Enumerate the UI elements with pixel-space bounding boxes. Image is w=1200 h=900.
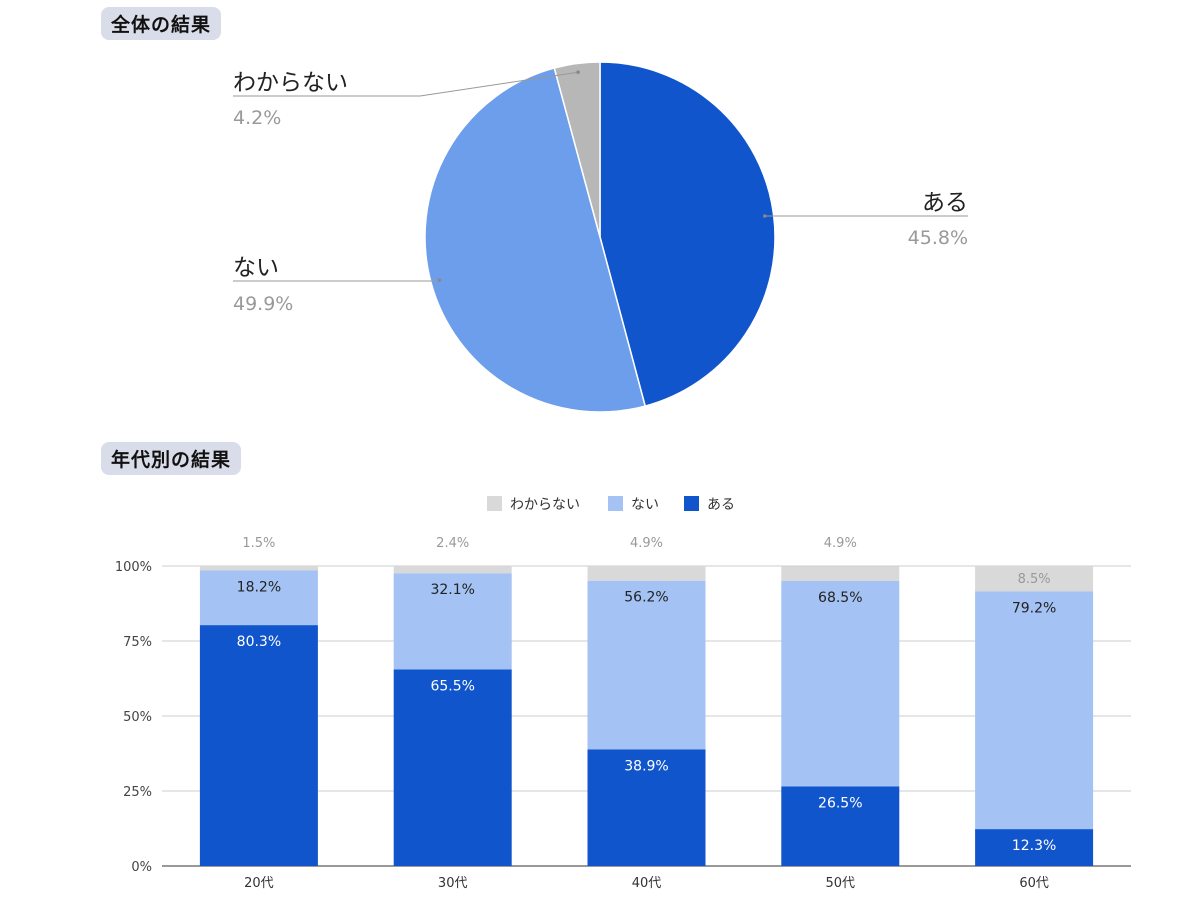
- y-tick-label: 50%: [123, 710, 152, 725]
- bar-segment-unknown: [393, 566, 512, 574]
- section-label-total: 全体の結果: [101, 7, 222, 40]
- section-label-by-age: 年代別の結果: [101, 442, 242, 475]
- bar-value-label-yes: 65.5%: [430, 679, 474, 695]
- bar-segment-yes: [393, 669, 512, 866]
- bar-segment-no: [975, 591, 1094, 830]
- pie-slice-label: ある: [922, 190, 968, 216]
- legend-swatch: [608, 496, 623, 511]
- pie-leader-line: [233, 71, 579, 97]
- legend-label: ない: [631, 497, 659, 513]
- legend-swatch: [684, 496, 699, 511]
- bar-segment-unknown: [587, 566, 706, 581]
- bar-segment-no: [587, 580, 706, 750]
- bar-value-label-yes: 80.3%: [237, 634, 281, 650]
- bar-value-label-unknown: 2.4%: [436, 536, 469, 551]
- pie-slice-label: ない: [233, 255, 279, 281]
- bar-segment-unknown: [781, 566, 900, 581]
- y-tick-label: 25%: [123, 785, 152, 800]
- bar-segment-unknown: [199, 566, 318, 571]
- bar-value-label-no: 32.1%: [430, 582, 474, 598]
- bar-value-label-no: 56.2%: [624, 590, 668, 606]
- pie-slice-value: 45.8%: [908, 227, 968, 249]
- bar-value-label-no: 18.2%: [237, 580, 281, 596]
- bar-segment-unknown: [975, 566, 1094, 592]
- bar-value-label-yes: 38.9%: [624, 758, 668, 774]
- bar-value-label-no: 68.5%: [818, 590, 862, 606]
- bar-segment-no: [781, 581, 900, 787]
- pie-slice: [424, 67, 647, 413]
- pie-leader-dot: [437, 278, 442, 282]
- x-tick-label: 20代: [244, 876, 274, 891]
- bar-segment-no: [199, 570, 318, 626]
- legend-swatch: [487, 496, 502, 511]
- y-tick-label: 100%: [115, 560, 152, 575]
- bar-value-label-unknown: 1.5%: [242, 536, 275, 551]
- bar-segment-yes: [587, 749, 706, 866]
- bar-segment-no: [393, 573, 512, 670]
- y-tick-label: 0%: [131, 860, 152, 875]
- pie-slice-label: わからない: [233, 70, 348, 96]
- pie-slice-value: 49.9%: [233, 293, 293, 315]
- bar-value-label-unknown: 4.9%: [630, 536, 663, 551]
- x-tick-label: 40代: [632, 876, 662, 891]
- bar-segment-yes: [199, 625, 318, 866]
- bar-value-label-unknown: 4.9%: [824, 536, 857, 551]
- pie-leader-dot: [576, 70, 580, 74]
- pie-leader-dot: [763, 214, 767, 218]
- pie-slice: [553, 61, 601, 238]
- bar-segment-yes: [781, 786, 900, 866]
- bar-value-label-no: 79.2%: [1012, 601, 1056, 617]
- x-tick-label: 50代: [826, 876, 856, 891]
- pie-slice-value: 4.2%: [233, 107, 281, 129]
- bar-segment-yes: [975, 829, 1094, 866]
- pie-slice: [599, 61, 776, 407]
- bar-value-label-yes: 12.3%: [1012, 838, 1056, 854]
- x-tick-label: 30代: [438, 876, 468, 891]
- y-tick-label: 75%: [123, 635, 152, 650]
- bar-value-label-yes: 26.5%: [818, 796, 862, 812]
- bar-value-label-unknown: 8.5%: [1018, 572, 1051, 587]
- legend-label: わからない: [510, 497, 580, 513]
- x-tick-label: 60代: [1019, 876, 1049, 891]
- legend-label: ある: [707, 497, 735, 513]
